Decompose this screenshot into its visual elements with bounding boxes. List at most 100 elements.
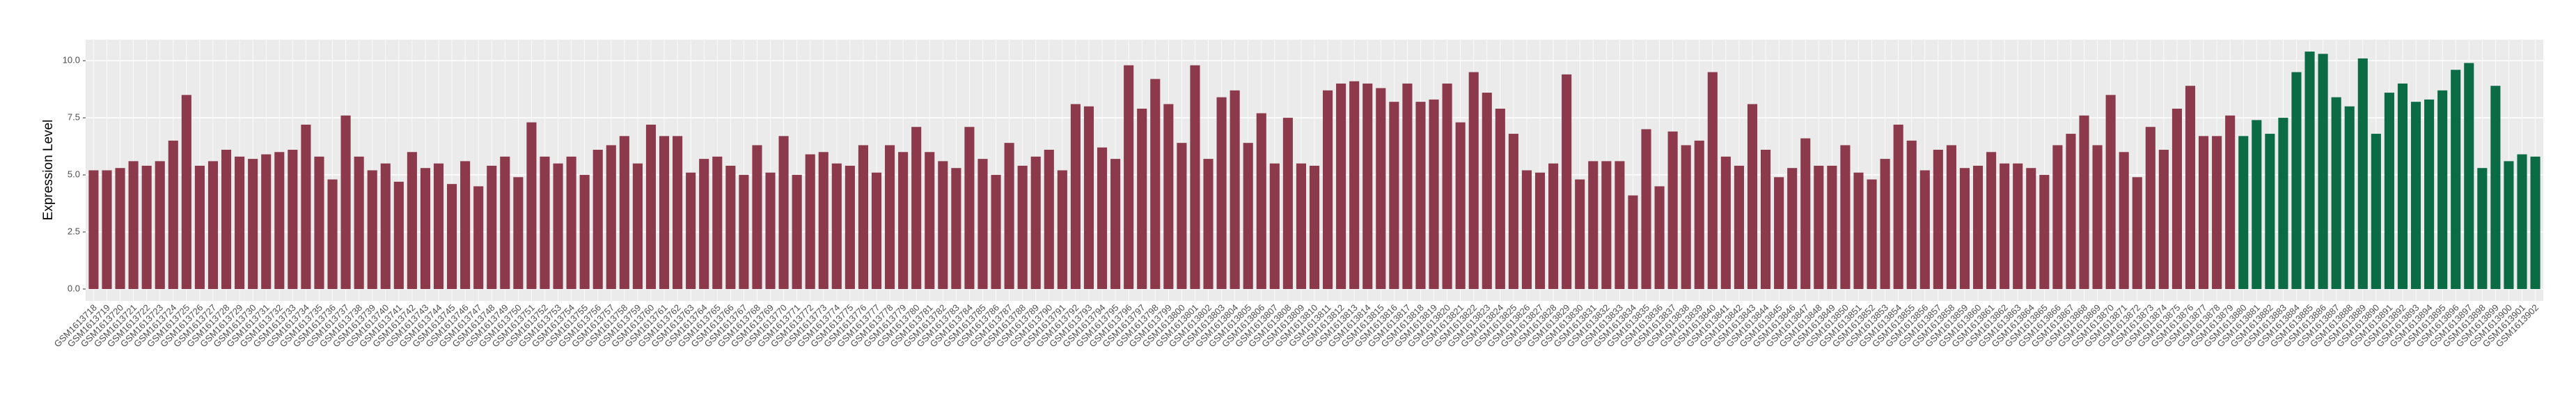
bar <box>1190 65 1200 289</box>
bar <box>1097 147 1108 289</box>
bar <box>2092 145 2103 289</box>
bar <box>274 152 285 289</box>
bar <box>1787 168 1798 289</box>
bar <box>1030 156 1041 289</box>
bar <box>2318 54 2328 289</box>
bar <box>2039 175 2050 289</box>
bar <box>619 136 629 289</box>
bar <box>235 156 245 289</box>
bar <box>526 122 537 289</box>
bar <box>2517 154 2527 289</box>
bar <box>1986 152 1997 289</box>
bar <box>155 161 165 289</box>
bar <box>2424 99 2435 289</box>
bar <box>327 179 338 289</box>
bar <box>606 145 616 289</box>
y-tick-label: 2.5 <box>68 226 80 236</box>
bar <box>1641 129 1651 289</box>
bar <box>1667 131 1678 289</box>
bar <box>1800 138 1811 289</box>
bar <box>1906 140 1917 289</box>
bar <box>1588 161 1599 289</box>
bar <box>1415 102 1426 289</box>
bar <box>2291 72 2302 289</box>
bar <box>592 149 603 289</box>
bar <box>938 161 948 289</box>
bar <box>221 149 232 289</box>
bar <box>1959 168 1970 289</box>
bar <box>2278 118 2288 289</box>
bar <box>1601 161 1612 289</box>
bar <box>473 186 484 289</box>
bar <box>2026 168 2036 289</box>
bar <box>168 140 178 289</box>
bar <box>1495 108 1505 289</box>
bar <box>871 172 882 289</box>
bar <box>1867 179 1877 289</box>
bar <box>2171 108 2182 289</box>
bar <box>1707 72 1718 289</box>
bar <box>2225 115 2236 289</box>
bar <box>911 127 922 289</box>
bar <box>1654 186 1665 289</box>
bar <box>540 156 550 289</box>
bar <box>1548 163 1559 289</box>
bar <box>686 172 696 289</box>
bar <box>1083 106 1094 289</box>
bar <box>1919 170 1930 289</box>
bar <box>1124 65 1134 289</box>
bar <box>818 152 828 289</box>
bar <box>2185 86 2196 289</box>
bar <box>261 154 272 289</box>
bar <box>1468 72 1479 289</box>
bar <box>1309 165 1320 289</box>
bar <box>433 163 444 289</box>
bar <box>1402 83 1413 289</box>
bar <box>393 181 404 289</box>
bar <box>1455 122 1466 289</box>
bar <box>1269 163 1280 289</box>
bar <box>2119 152 2129 289</box>
bar <box>2504 161 2514 289</box>
bar <box>845 165 855 289</box>
bar <box>513 177 524 289</box>
bar <box>2437 90 2448 289</box>
bar <box>831 163 842 289</box>
bar <box>1376 88 1386 289</box>
bar <box>2198 136 2209 289</box>
bar <box>1946 145 1956 289</box>
bar <box>420 168 431 289</box>
bar <box>2013 163 2023 289</box>
bar <box>673 136 683 289</box>
bar <box>1336 83 1346 289</box>
bar <box>194 165 205 289</box>
bar <box>1562 74 1572 289</box>
bar <box>1482 93 1492 289</box>
bar <box>752 145 762 289</box>
bar <box>1070 104 1081 289</box>
bar <box>898 152 909 289</box>
bar <box>977 159 988 289</box>
bar <box>566 156 576 289</box>
bar <box>1282 118 1293 289</box>
bar <box>447 184 457 289</box>
bar <box>1017 165 1028 289</box>
bar <box>248 159 258 289</box>
bar <box>2212 136 2222 289</box>
y-axis-label: Expression Level <box>41 120 56 221</box>
bar <box>2265 134 2275 289</box>
bar <box>2304 52 2315 289</box>
bar <box>1323 90 1333 289</box>
bar <box>2477 168 2488 289</box>
bar <box>2158 149 2169 289</box>
bar <box>1972 165 1984 289</box>
bar <box>2331 97 2341 289</box>
bar <box>1177 143 1187 289</box>
bar <box>314 156 324 289</box>
bar <box>2145 127 2155 289</box>
bar <box>2490 86 2501 289</box>
bar <box>1774 177 1784 289</box>
bar <box>885 145 895 289</box>
bar <box>2052 145 2063 289</box>
